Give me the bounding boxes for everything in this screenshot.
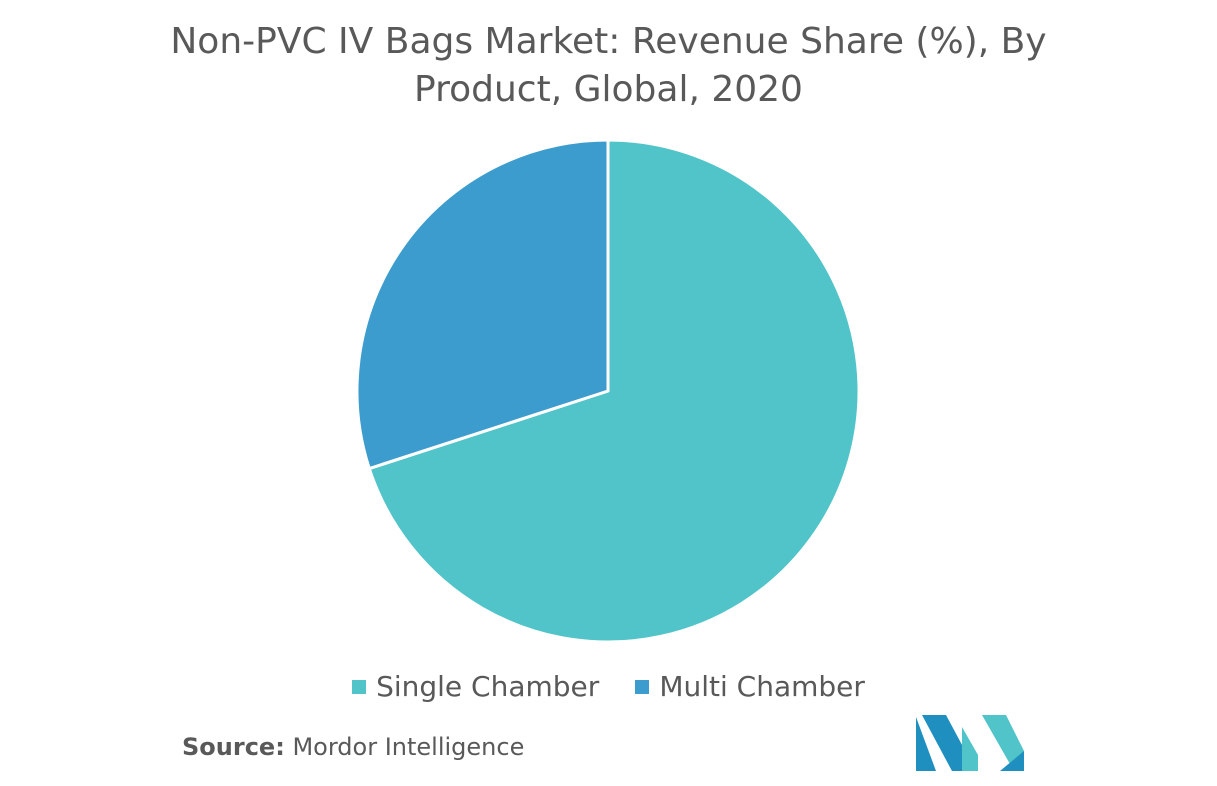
legend-swatch-single-chamber (352, 679, 367, 694)
legend-item-single-chamber: Single Chamber (352, 670, 599, 703)
legend-label-single-chamber: Single Chamber (376, 670, 600, 703)
pie-slice-multi-chamber (355, 138, 610, 471)
mordor-intelligence-logo-icon (916, 715, 1024, 771)
logo-shape-1 (916, 717, 936, 771)
logo-shape-4 (982, 715, 1024, 771)
legend-label-multi-chamber: Multi Chamber (659, 670, 865, 703)
logo-shape-3 (962, 727, 978, 771)
source-label: Source: (182, 733, 285, 761)
chart-title-line-1: Non-PVC IV Bags Market: Revenue Share (%… (170, 21, 1047, 62)
pie-slice-single-chamber (367, 138, 861, 644)
chart-title: Non-PVC IV Bags Market: Revenue Share (%… (0, 18, 1217, 114)
chart-title-line-2: Product, Global, 2020 (414, 69, 803, 110)
legend: Single Chamber Multi Chamber (0, 670, 1217, 703)
legend-item-multi-chamber: Multi Chamber (635, 670, 865, 703)
logo-shape-5 (1000, 751, 1024, 771)
legend-swatch-multi-chamber (635, 679, 650, 694)
source-text: Mordor Intelligence (292, 733, 525, 761)
source-note: Source: Mordor Intelligence (182, 733, 524, 761)
